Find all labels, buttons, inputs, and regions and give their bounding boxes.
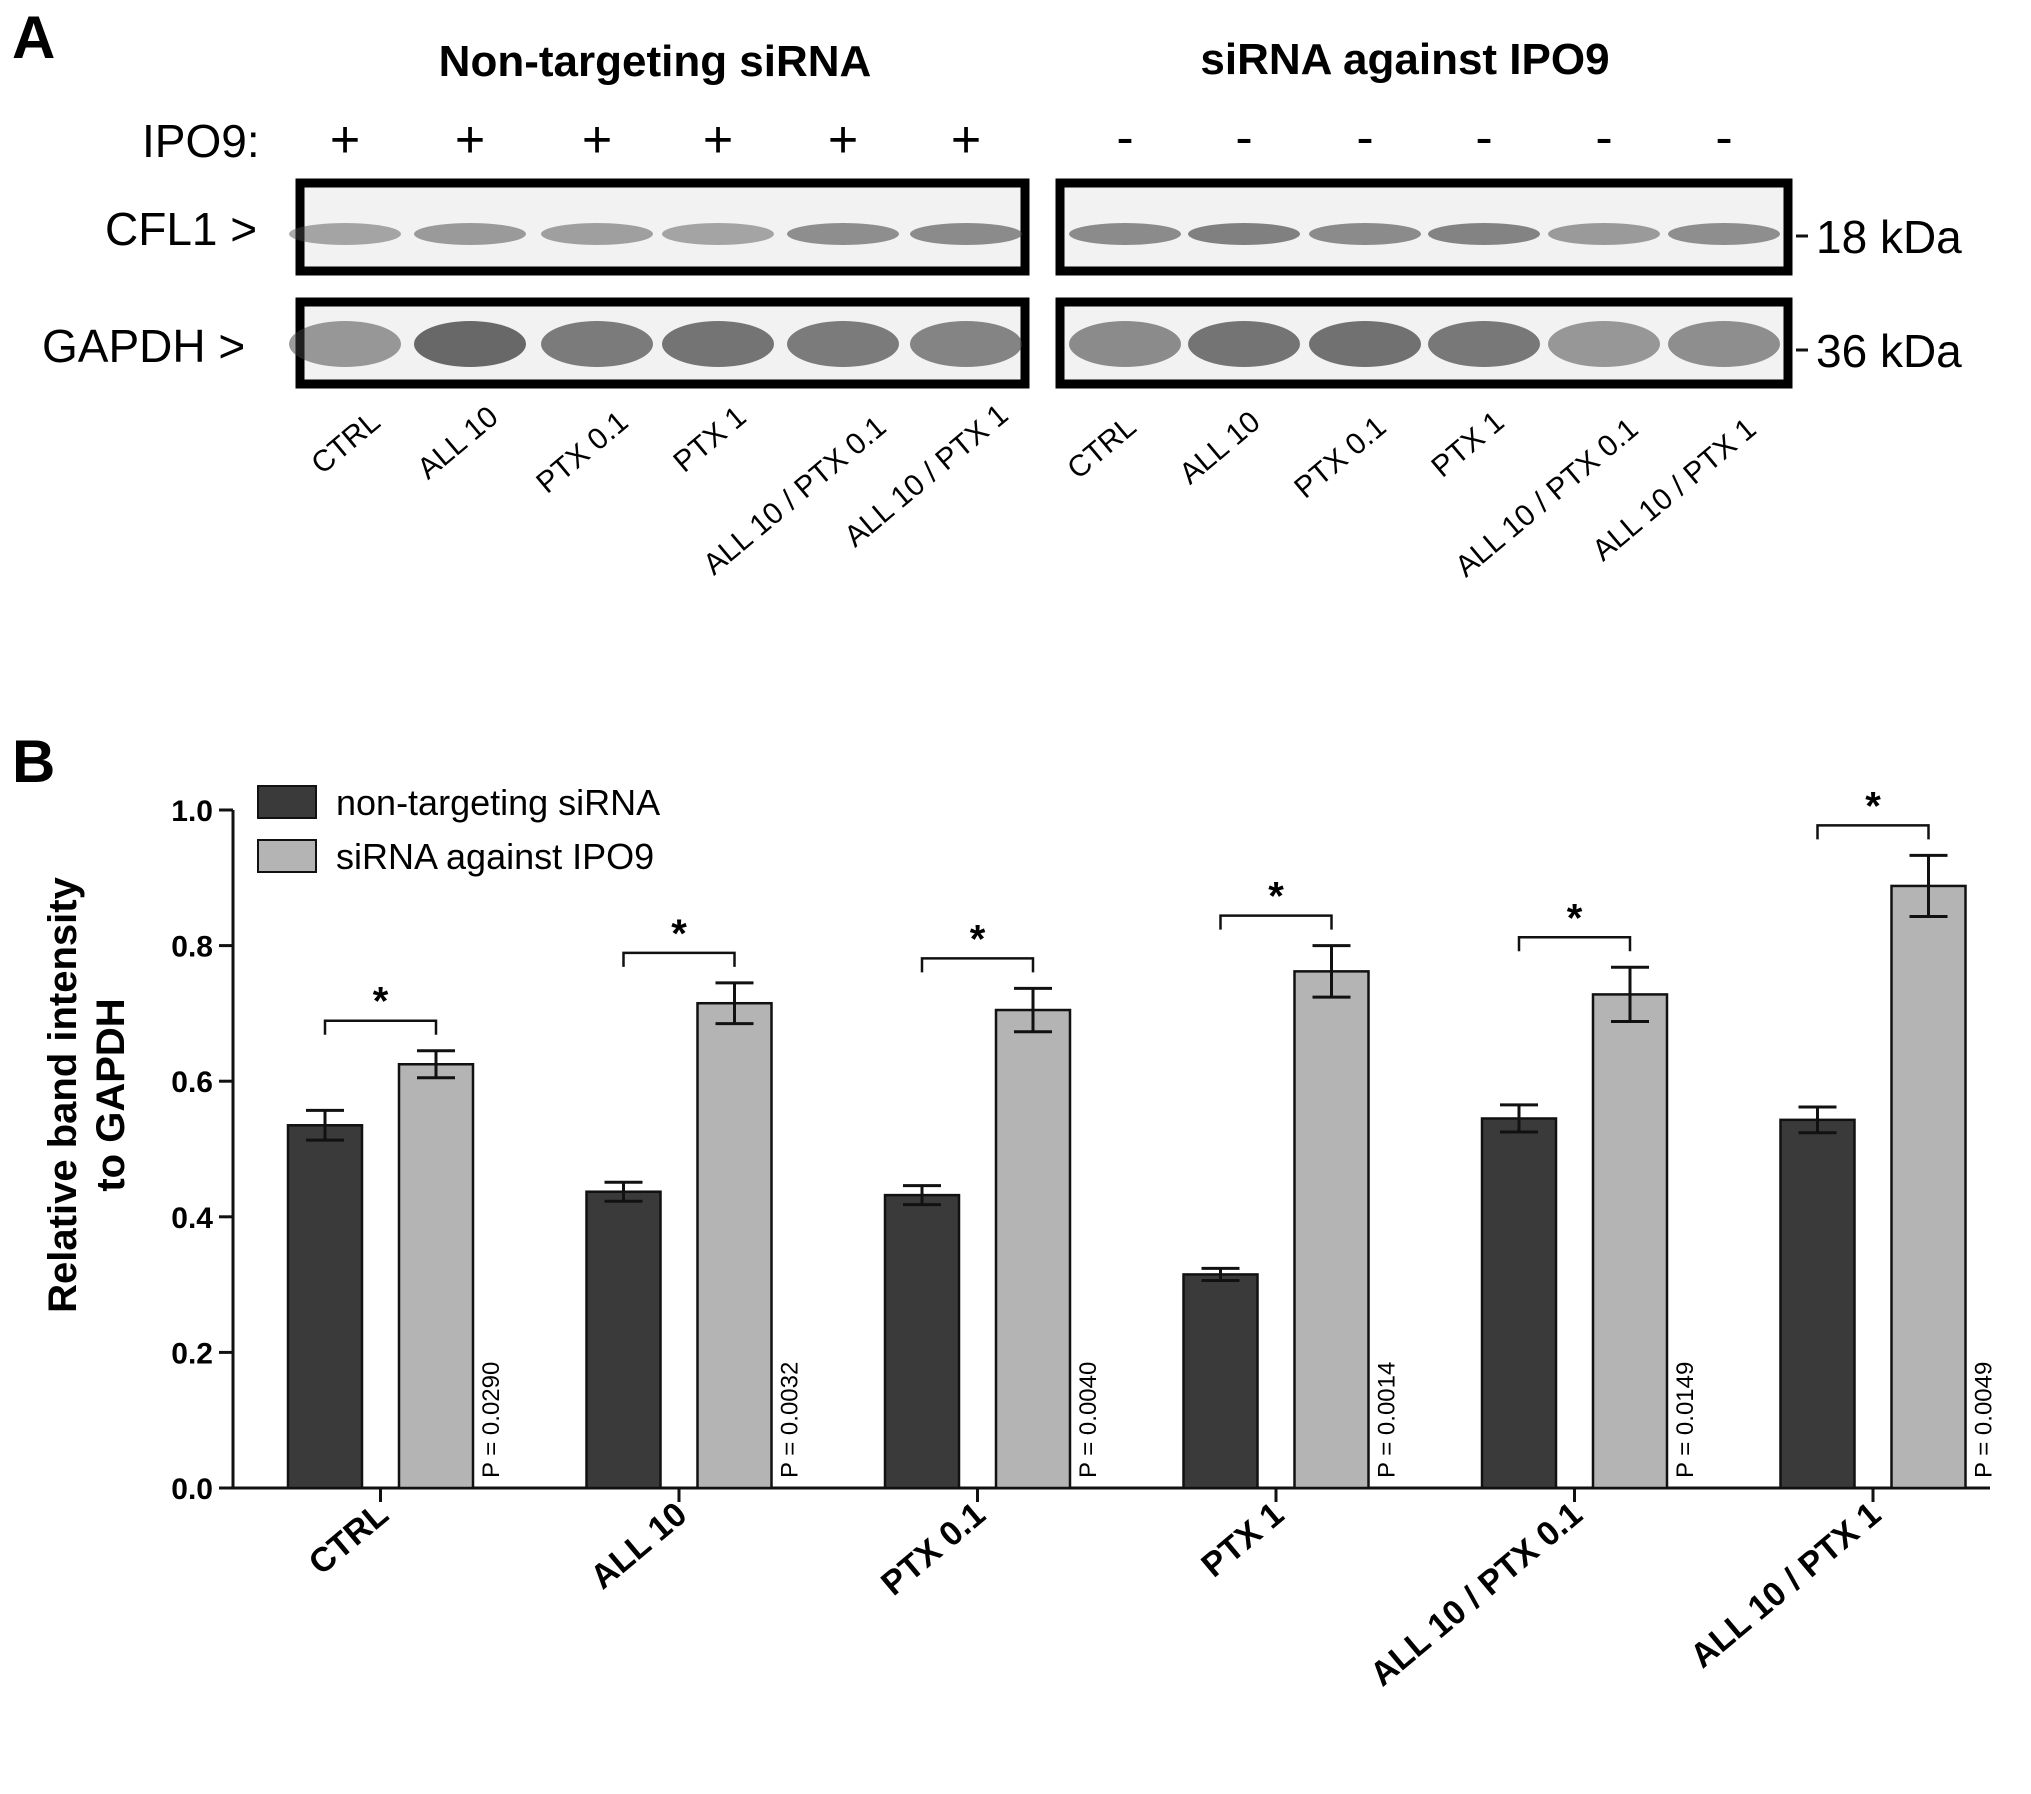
gapdh-band: [541, 321, 653, 367]
significance-bracket: [622, 951, 736, 967]
significance-star: *: [373, 980, 389, 1024]
y-axis-title-line-1: Relative band intensity: [41, 876, 85, 1312]
ipo9-sign: +: [330, 111, 360, 169]
ipo9-sign: -: [1595, 109, 1612, 167]
western-blots: [289, 178, 1793, 389]
p-value-label: P = 0.0290: [478, 1362, 505, 1478]
bar-ipo9: [696, 1001, 773, 1490]
cfl1-band: [541, 223, 653, 245]
bar-ipo9: [1293, 970, 1370, 1490]
gapdh-band: [1069, 321, 1181, 367]
cfl1-blot-non-targeting: [295, 178, 1030, 276]
gapdh-blot-ipo9: [1055, 297, 1793, 389]
legend-swatch-non-targeting: [257, 785, 317, 819]
group-title-ipo9: siRNA against IPO9: [1200, 35, 1609, 84]
cfl1-band: [787, 223, 899, 245]
ipo9-sign: +: [455, 111, 485, 169]
y-tick-label: 1.0: [171, 795, 213, 828]
significance-star: *: [1865, 784, 1881, 828]
size-marker-18-label: 18 kDa: [1816, 211, 1962, 263]
cfl1-band: [1309, 223, 1421, 245]
group-title-non-targeting: Non-targeting siRNA: [439, 37, 872, 86]
cfl1-band: [1668, 223, 1780, 245]
bar-non-targeting: [883, 1193, 961, 1490]
ipo9-sign: -: [1356, 109, 1373, 167]
gapdh-band: [1428, 321, 1540, 367]
ipo9-sign: -: [1475, 109, 1492, 167]
gapdh-band: [787, 321, 899, 367]
panel-a-letter: A: [12, 4, 55, 71]
cfl1-band: [1188, 223, 1300, 245]
significance-bracket: [1517, 936, 1632, 952]
ipo9-sign: +: [828, 111, 858, 169]
significance-bracket: [1219, 914, 1333, 930]
gapdh-band: [1548, 321, 1660, 367]
p-value-label: P = 0.0149: [1672, 1362, 1699, 1478]
cfl1-row-label: CFL1 >: [105, 203, 257, 255]
size-marker-36-label: 36 kDa: [1816, 325, 1962, 377]
y-tick-label: 0.8: [171, 931, 213, 964]
ipo9-row-label: IPO9:: [142, 115, 260, 167]
bar-non-targeting: [1779, 1118, 1856, 1490]
gapdh-band: [414, 321, 526, 367]
gapdh-band: [1668, 321, 1780, 367]
legend-label-non-targeting: non-targeting siRNA: [336, 782, 660, 823]
ipo9-signs: + + + + + + - - - - - -: [330, 109, 1733, 169]
cfl1-band: [1548, 223, 1660, 245]
significance-star: *: [970, 917, 986, 961]
bar-non-targeting: [286, 1124, 364, 1490]
cfl1-blot-ipo9: [1055, 178, 1793, 276]
panel-b-letter: B: [12, 728, 55, 795]
bar-ipo9: [1890, 884, 1967, 1490]
ipo9-sign: -: [1715, 109, 1732, 167]
bar-non-targeting: [1480, 1117, 1558, 1490]
y-tick-label: 0.6: [171, 1066, 213, 1099]
bar-non-targeting: [1182, 1273, 1259, 1490]
significance-bracket: [920, 957, 1035, 973]
y-axis-title: Relative band intensity to GAPDH: [41, 876, 133, 1312]
cfl1-band: [1069, 223, 1181, 245]
ipo9-sign: +: [582, 111, 612, 169]
significance-star: *: [1567, 896, 1583, 940]
significance-star: *: [1268, 875, 1284, 919]
p-value-label: P = 0.0014: [1374, 1362, 1401, 1478]
ipo9-sign: -: [1235, 109, 1252, 167]
significance-star: *: [671, 912, 687, 956]
gapdh-row-label: GAPDH >: [42, 320, 245, 372]
cfl1-band: [910, 223, 1022, 245]
gapdh-band: [1188, 321, 1300, 367]
gapdh-band: [662, 321, 774, 367]
p-value-label: P = 0.0032: [777, 1362, 804, 1478]
cfl1-band: [1428, 223, 1540, 245]
ipo9-sign: +: [951, 111, 981, 169]
bar-non-targeting: [585, 1190, 662, 1490]
legend-swatch-ipo9: [257, 839, 317, 873]
cfl1-band: [289, 223, 401, 245]
p-value-label: P = 0.0040: [1075, 1362, 1102, 1478]
p-value-label: P = 0.0049: [1971, 1362, 1998, 1478]
ipo9-sign: -: [1116, 109, 1133, 167]
bar-ipo9: [397, 1063, 475, 1490]
cfl1-band: [662, 223, 774, 245]
y-tick-label: 0.4: [171, 1202, 213, 1235]
legend-label-ipo9: siRNA against IPO9: [336, 836, 654, 877]
bar-ipo9: [1591, 993, 1669, 1490]
bar-ipo9: [994, 1008, 1072, 1490]
ipo9-sign: +: [703, 111, 733, 169]
significance-bracket: [1816, 824, 1930, 840]
gapdh-band: [910, 321, 1022, 367]
gapdh-band: [289, 321, 401, 367]
y-tick-label: 0.2: [171, 1337, 213, 1370]
significance-bracket: [323, 1019, 438, 1035]
y-tick-label: 0.0: [171, 1473, 213, 1506]
legend: non-targeting siRNA siRNA against IPO9: [257, 782, 660, 877]
cfl1-band: [414, 223, 526, 245]
y-axis-title-line-2: to GAPDH: [89, 998, 133, 1191]
gapdh-band: [1309, 321, 1421, 367]
